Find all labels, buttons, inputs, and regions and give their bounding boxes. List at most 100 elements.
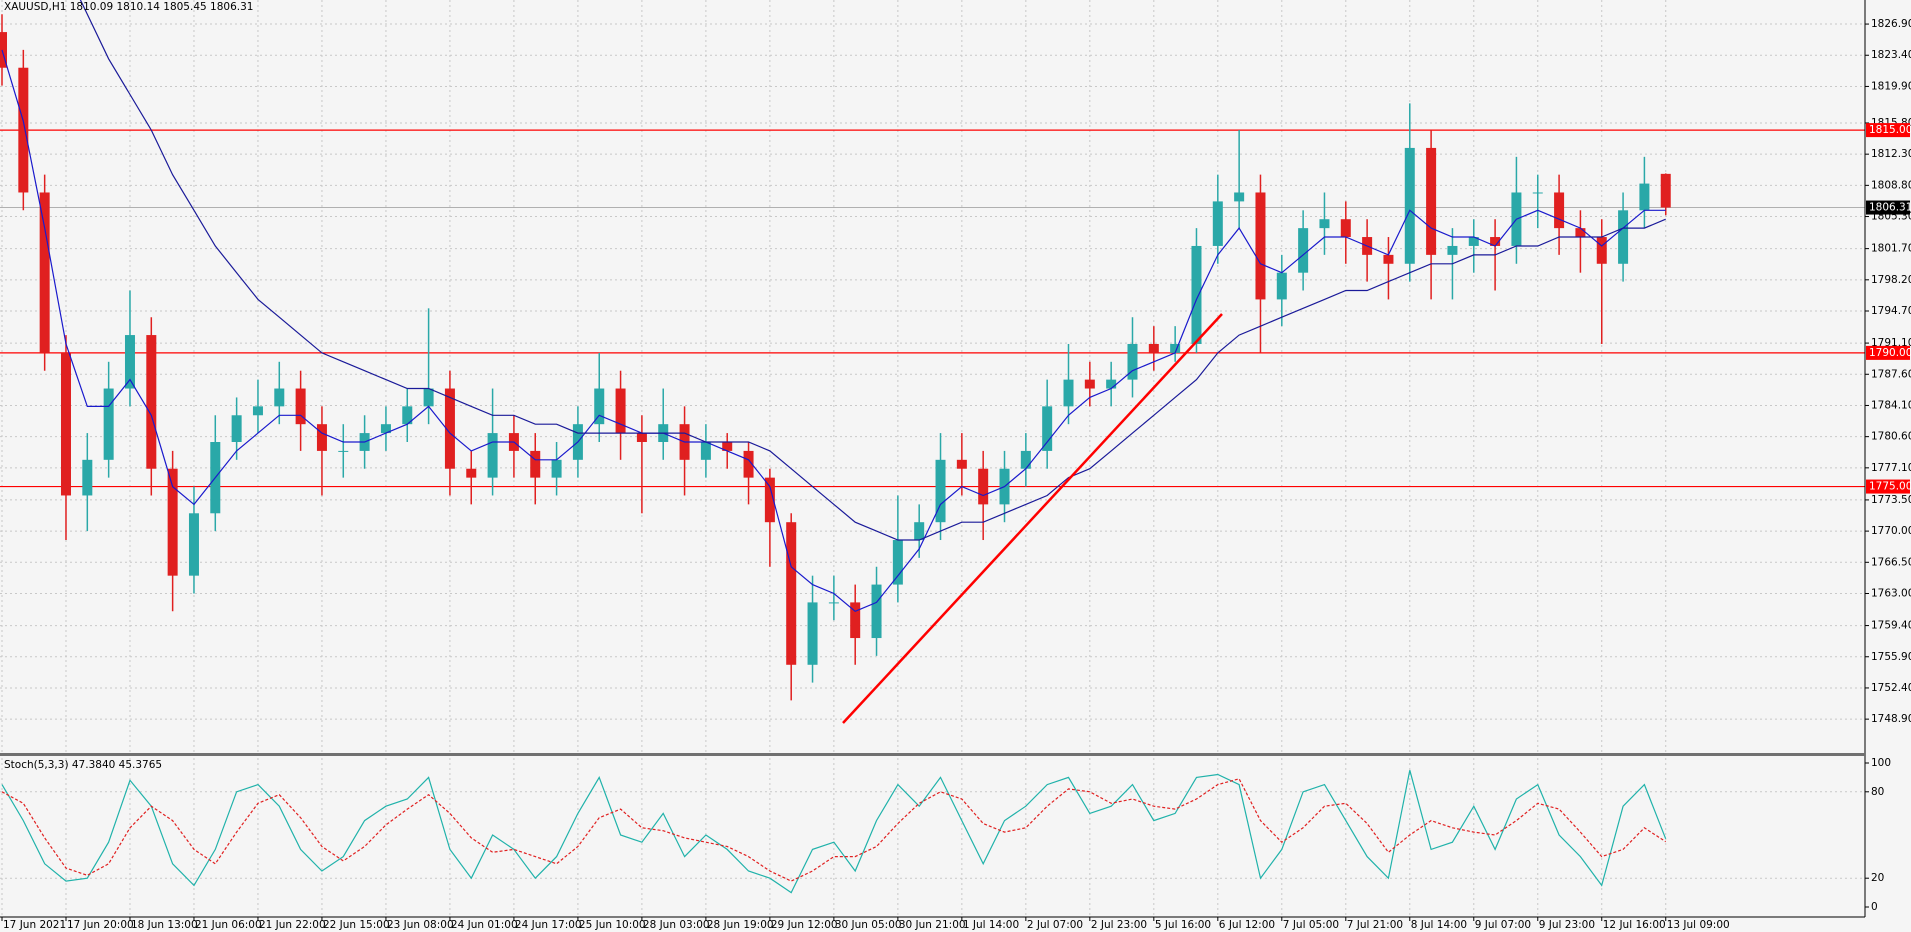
y-tick-label: 100	[1871, 757, 1891, 769]
candle-body	[594, 388, 605, 425]
x-tick-label: 9 Jul 07:00	[1475, 919, 1531, 931]
y-tick-label: 1752.40	[1871, 682, 1911, 694]
candle-body	[1575, 228, 1586, 238]
candle-body	[0, 32, 7, 68]
candle-body	[444, 388, 455, 469]
x-tick-label: 6 Jul 12:00	[1219, 919, 1275, 931]
moving-average	[79, 0, 1666, 541]
level-label-box	[1866, 345, 1910, 360]
x-tick-label: 21 Jun 06:00	[195, 919, 262, 931]
x-tick-label: 7 Jul 05:00	[1283, 919, 1339, 931]
moving-average	[1, 49, 1666, 612]
candle-body	[487, 433, 498, 478]
candle-body	[188, 513, 199, 576]
x-tick-label: 23 Jun 08:00	[387, 919, 454, 931]
x-tick-label: 1 Jul 14:00	[963, 919, 1019, 931]
candle-body	[1660, 173, 1671, 208]
candle-body	[380, 424, 391, 434]
level-label: 1790.00	[1869, 347, 1911, 359]
candle-body	[935, 459, 946, 523]
candle-body	[1596, 237, 1607, 264]
level-label: 1775.00	[1869, 481, 1911, 493]
candle-body	[1618, 210, 1629, 264]
candle-body	[1554, 192, 1565, 229]
candle-body	[722, 441, 733, 451]
candle-body	[956, 459, 967, 469]
x-tick-label: 12 Jul 16:00	[1603, 919, 1666, 931]
candle-body	[1042, 406, 1053, 451]
candle-body	[914, 522, 925, 541]
x-tick-label: 24 Jun 17:00	[515, 919, 582, 931]
candle-body	[530, 450, 541, 478]
y-tick-label: 1773.50	[1871, 494, 1911, 506]
candle-body	[1298, 228, 1309, 273]
y-tick-label: 1759.40	[1871, 620, 1911, 632]
candle-body	[1191, 245, 1202, 344]
candle-body	[743, 450, 754, 478]
current-price-box	[1866, 200, 1910, 215]
candle-body	[295, 388, 306, 425]
candle-body	[850, 602, 861, 639]
candle-body	[146, 335, 157, 469]
candle-body	[807, 602, 818, 665]
candle-body	[423, 388, 434, 407]
x-tick-label: 17 Jun 2021	[3, 919, 66, 931]
candle-body	[1319, 219, 1330, 229]
x-tick-label: 2 Jul 23:00	[1091, 919, 1147, 931]
indicator-panel	[0, 758, 1865, 917]
candle-body	[1639, 183, 1650, 211]
candle-body	[700, 441, 711, 460]
stochastic-line	[1, 770, 1667, 894]
x-tick-label: 30 Jun 05:00	[835, 919, 902, 931]
price-panel	[0, 0, 1865, 753]
y-tick-label: 1770.00	[1871, 525, 1911, 537]
y-tick-label: 1801.70	[1871, 243, 1911, 255]
candle-body	[1234, 192, 1245, 202]
x-tick-label: 28 Jun 03:00	[643, 919, 710, 931]
y-tick-label: 1748.90	[1871, 713, 1911, 725]
x-tick-label: 24 Jun 01:00	[451, 919, 518, 931]
candle-body	[828, 602, 839, 604]
candle-body	[1148, 343, 1159, 353]
x-tick-label: 28 Jun 19:00	[707, 919, 774, 931]
candle-body	[786, 522, 797, 665]
candle-body	[252, 406, 263, 416]
candle-body	[82, 459, 93, 496]
y-tick-label: 1763.00	[1871, 587, 1911, 599]
x-tick-label: 2 Jul 07:00	[1027, 919, 1083, 931]
x-tick-label: 8 Jul 14:00	[1411, 919, 1467, 931]
x-tick-label: 18 Jun 13:00	[131, 919, 198, 931]
x-tick-label: 22 Jun 15:00	[323, 919, 390, 931]
candle-body	[1106, 379, 1117, 389]
candle-body	[1468, 237, 1479, 246]
candle-body	[1490, 237, 1501, 246]
x-tick-label: 17 Jun 20:00	[67, 919, 134, 931]
y-tick-label: 1808.80	[1871, 179, 1911, 191]
candle-body	[60, 352, 71, 496]
y-tick-label: 1798.20	[1871, 274, 1911, 286]
candle-body	[274, 388, 285, 407]
y-tick-label: 1819.90	[1871, 80, 1911, 92]
candle-body	[978, 468, 989, 505]
x-tick-label: 7 Jul 21:00	[1347, 919, 1403, 931]
y-tick-label: 1794.70	[1871, 305, 1911, 317]
y-tick-label: 1780.60	[1871, 431, 1911, 443]
candle-body	[1063, 379, 1074, 407]
candle-body	[338, 450, 349, 452]
y-tick-label: 1766.50	[1871, 556, 1911, 568]
x-tick-label: 30 Jun 21:00	[899, 919, 966, 931]
x-tick-label: 21 Jun 22:00	[259, 919, 326, 931]
level-label-box	[1866, 123, 1910, 138]
candle-body	[1532, 192, 1543, 194]
candle-body	[18, 67, 29, 193]
chart-title: XAUUSD,H1 1810.09 1810.14 1805.45 1806.3…	[4, 1, 253, 13]
level-label-box	[1866, 479, 1910, 494]
candle-body	[1127, 343, 1138, 380]
x-tick-label: 5 Jul 16:00	[1155, 919, 1211, 931]
level-label: 1815.00	[1869, 124, 1911, 136]
candle-body	[892, 540, 903, 585]
candle-body	[1404, 147, 1415, 264]
